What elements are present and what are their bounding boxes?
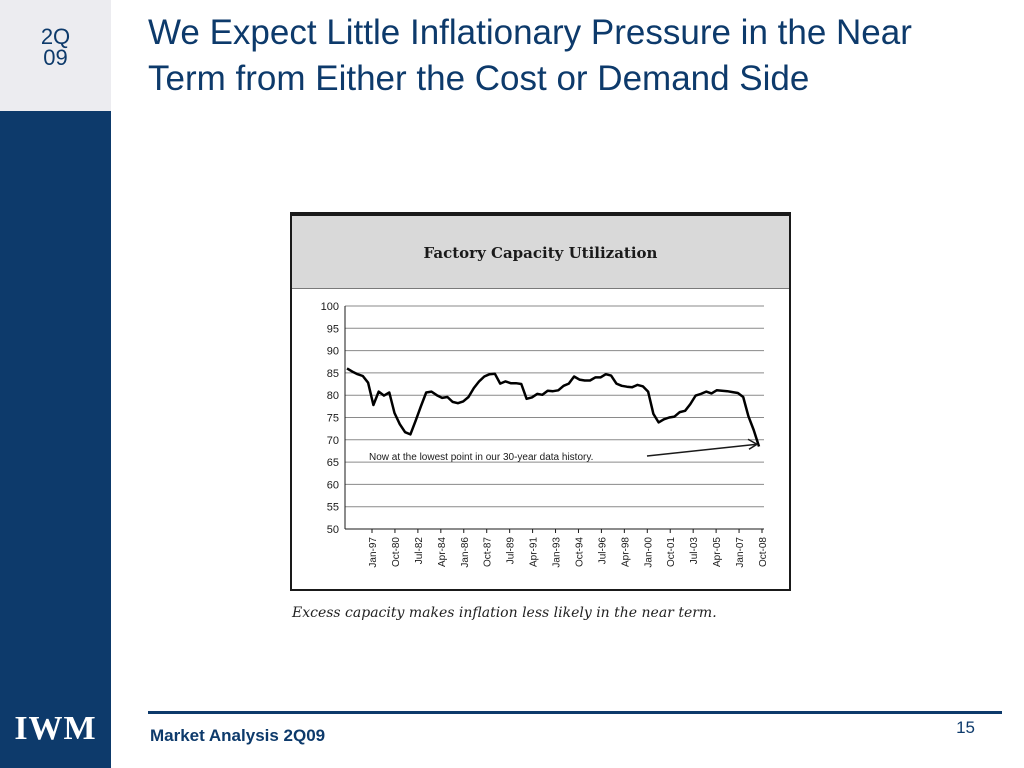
quarter-label: 2Q 09 (0, 24, 111, 70)
x-tick-label: Jan-00 (643, 537, 654, 568)
x-tick-label: Jan-97 (368, 537, 379, 568)
x-tick-label: Oct-01 (666, 537, 677, 567)
chart-title: Factory Capacity Utilization (423, 244, 658, 262)
x-tick-label: Oct-87 (483, 537, 494, 567)
y-tick-label: 70 (327, 435, 339, 447)
x-tick-label: Jul-89 (506, 537, 517, 565)
y-tick-label: 100 (321, 301, 339, 313)
x-tick-label: Jul-03 (689, 537, 700, 565)
quarter-label-line1: 2Q (40, 24, 71, 49)
chart-frame: Factory Capacity Utilization 50 55 60 65 70 7… (290, 212, 791, 591)
x-tick-label: Apr-84 (437, 537, 448, 567)
y-tick-label: 60 (327, 479, 339, 491)
y-tick-label: 75 (327, 413, 339, 425)
capacity-utilization-line (346, 367, 761, 447)
x-tick-label: Oct-80 (391, 537, 402, 567)
x-tick-label: Jan-07 (735, 537, 746, 568)
y-tick-label: 50 (327, 524, 339, 536)
footer-divider (148, 711, 1002, 714)
y-tick-label: 85 (327, 368, 339, 380)
annotation-arrow (646, 443, 758, 457)
x-tick-label: Apr-05 (712, 537, 723, 567)
x-tick-label: Apr-91 (529, 537, 540, 567)
annotation-arrowhead (747, 438, 759, 450)
x-tick-label: Jul-82 (414, 537, 425, 565)
x-tick-label: Jan-93 (552, 537, 563, 568)
y-tick-label: 55 (327, 502, 339, 514)
slide-title: We Expect Little Inflationary Pressure i… (148, 13, 912, 98)
x-tick-label: Jul-96 (597, 537, 608, 565)
x-tick-label: Apr-98 (620, 537, 631, 567)
chart-caption: Excess capacity makes inflation less lik… (292, 605, 717, 621)
page-number: 15 (956, 718, 975, 737)
chart-header: Factory Capacity Utilization (292, 216, 789, 289)
x-tick-label: Jan-86 (460, 537, 471, 568)
sidebar-top-panel: 2Q 09 (0, 0, 111, 111)
iwm-logo: IWM (14, 710, 97, 747)
x-tick-label: Oct-08 (758, 537, 769, 567)
quarter-label-line2: 09 (43, 45, 68, 70)
x-tick-label: Oct-94 (574, 537, 585, 567)
capacity-utilization-chart: 50 55 60 65 70 75 80 85 90 95 100 Jan-97 Oct-80 Jul-8… (321, 301, 769, 568)
y-tick-label: 65 (327, 457, 339, 469)
sidebar-bar (0, 111, 111, 768)
y-tick-label: 95 (327, 323, 339, 335)
annotation-text: Now at the lowest point in our 30-year d… (369, 452, 593, 463)
y-tick-label: 80 (327, 390, 339, 402)
footer-text: Market Analysis 2Q09 (150, 726, 326, 745)
y-tick-label: 90 (327, 346, 339, 358)
